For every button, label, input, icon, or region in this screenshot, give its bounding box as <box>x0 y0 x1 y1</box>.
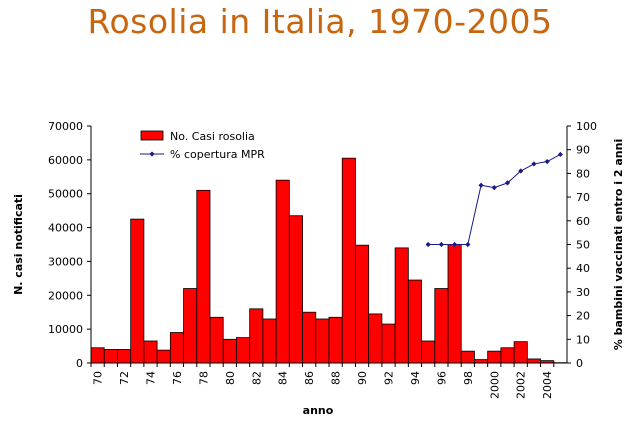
x-tick-label: 94 <box>409 371 422 385</box>
bar-2000 <box>487 350 502 364</box>
bar-1976 <box>169 332 184 364</box>
coverage-point-1995 <box>425 241 431 248</box>
y2-tick-label: 50 <box>576 239 590 252</box>
y-tick-label: 70000 <box>48 120 83 133</box>
bar-1974 <box>143 340 158 364</box>
x-axis-label: anno <box>303 404 334 417</box>
x-tick-label: 76 <box>171 371 184 385</box>
bar-1983 <box>262 318 277 364</box>
bar-1975 <box>156 349 171 364</box>
bar-2002 <box>513 341 528 364</box>
coverage-point-1997 <box>452 241 458 248</box>
bar-1989 <box>341 157 356 364</box>
y2-tick-label: 0 <box>576 357 583 370</box>
x-tick-label: 98 <box>462 371 475 385</box>
y2-tick-label: 20 <box>576 310 590 323</box>
coverage-point-2001 <box>504 180 511 186</box>
bar-1998 <box>460 350 475 364</box>
y-tick-label: 0 <box>76 357 83 370</box>
bar-1992 <box>381 323 396 364</box>
bar-1971 <box>103 349 118 364</box>
x-tick-label: 74 <box>145 371 158 385</box>
coverage-point-2005 <box>557 151 563 158</box>
bar-1972 <box>117 349 132 364</box>
x-tick-label: 90 <box>356 371 369 385</box>
x-tick-label: 88 <box>330 371 343 385</box>
x-tick-label: 70 <box>92 371 105 385</box>
bar-1990 <box>355 244 370 364</box>
bar-2001 <box>500 347 515 364</box>
bar-1988 <box>328 316 343 364</box>
coverage-point-1996 <box>438 241 444 248</box>
bar-2003 <box>526 358 541 364</box>
legend-label-line: % copertura MPR <box>170 148 265 161</box>
bar-1993 <box>394 247 409 364</box>
x-tick-label: 2004 <box>541 371 554 399</box>
bar-1991 <box>368 313 383 364</box>
y-tick-label: 50000 <box>48 188 83 201</box>
bar-1982 <box>249 308 264 364</box>
y-tick-label: 30000 <box>48 255 83 268</box>
bar-1997 <box>447 244 462 364</box>
chart-title: Rosolia in Italia, 1970-2005 <box>87 2 553 41</box>
bar-1973 <box>130 218 145 364</box>
bar-1978 <box>196 189 211 364</box>
y-tick-label: 20000 <box>48 289 83 302</box>
bar-1985 <box>288 215 303 364</box>
y-tick-label: 60000 <box>48 154 83 167</box>
y2-tick-label: 80 <box>576 167 590 180</box>
coverage-point-2003 <box>531 161 537 167</box>
coverage-point-2002 <box>518 168 524 174</box>
bar-1977 <box>183 288 198 364</box>
coverage-point-1999 <box>478 182 484 188</box>
coverage-line <box>428 153 561 245</box>
bar-1970 <box>90 347 105 364</box>
y2-tick-label: 90 <box>576 144 590 157</box>
bar-1994 <box>407 279 422 364</box>
y2-tick-label: 40 <box>576 262 590 275</box>
x-tick-label: 82 <box>250 371 263 385</box>
x-tick-label: 2002 <box>515 371 528 399</box>
x-tick-label: 78 <box>197 371 210 385</box>
y2-axis-label: % bambini vaccinati entro i 2 anni <box>612 139 625 351</box>
bar-1981 <box>236 337 251 364</box>
bar-1986 <box>302 311 317 364</box>
x-tick-label: 80 <box>224 371 237 385</box>
legend-swatch-bars <box>140 130 164 141</box>
y-tick-label: 10000 <box>48 323 83 336</box>
bar-1980 <box>222 338 237 364</box>
y2-tick-label: 60 <box>576 215 590 228</box>
bar-1995 <box>421 340 436 364</box>
legend-swatch-marker <box>149 151 155 157</box>
x-tick-label: 92 <box>383 371 396 385</box>
x-tick-label: 86 <box>303 371 316 385</box>
y2-tick-label: 70 <box>576 191 590 204</box>
bar-1996 <box>434 288 449 364</box>
y2-tick-label: 30 <box>576 286 590 299</box>
bar-1987 <box>315 318 330 364</box>
x-tick-label: 96 <box>435 371 448 385</box>
x-tick-label: 84 <box>277 371 290 385</box>
coverage-point-2004 <box>544 158 550 165</box>
y2-tick-label: 10 <box>576 333 590 346</box>
bar-1984 <box>275 179 290 364</box>
y2-tick-label: 100 <box>576 120 597 133</box>
y-axis-label: N. casi notificati <box>12 194 25 295</box>
coverage-point-2000 <box>491 185 497 191</box>
bar-1999 <box>474 359 489 364</box>
bar-1979 <box>209 316 224 364</box>
x-tick-label: 72 <box>118 371 131 385</box>
coverage-point-1998 <box>465 241 471 248</box>
legend-label-bars: No. Casi rosolia <box>170 130 255 143</box>
y-tick-label: 40000 <box>48 222 83 235</box>
x-tick-label: 2000 <box>488 371 501 399</box>
